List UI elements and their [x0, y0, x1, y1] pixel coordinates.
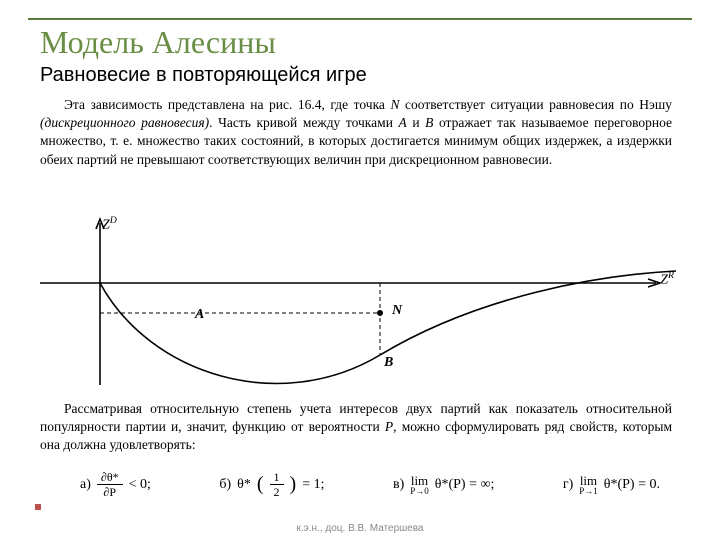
- axis-x-base: Z: [660, 273, 668, 288]
- formula-b: б) θ* ( 1 2 ) = 1;: [219, 470, 324, 499]
- fd-label: г): [563, 477, 573, 493]
- p1-c: . Часть кривой между точками: [209, 115, 398, 130]
- fc-expr: θ*(P) = ∞;: [435, 477, 495, 493]
- formula-a: а) ∂θ* ∂P < 0;: [80, 470, 151, 499]
- footer-bullet: [35, 504, 41, 510]
- fa-label: а): [80, 477, 91, 493]
- fb-expr: θ*: [237, 477, 251, 493]
- page-subtitle: Равновесие в повторяющейся игре: [40, 64, 367, 87]
- fb-frac: 1 2: [270, 470, 284, 499]
- p1-Al: A: [399, 115, 407, 130]
- point-label-b: B: [384, 355, 393, 371]
- p1-and: и: [407, 115, 425, 130]
- p2-P: P: [385, 419, 393, 434]
- fb-eq: = 1;: [302, 477, 324, 493]
- page-title: Модель Алесины: [40, 24, 276, 61]
- chart-svg: [40, 215, 680, 385]
- p1-disc: (дискреционного равновесия): [40, 115, 209, 130]
- p1-a: Эта зависимость представлена на рис. 16.…: [64, 97, 390, 112]
- footer-author: к.э.н., доц. В.В. Матершева: [0, 523, 720, 534]
- fb-label: б): [219, 477, 231, 493]
- paragraph-2: Рассматривая относительную степень учета…: [40, 400, 672, 455]
- axis-y-base: Z: [102, 218, 110, 233]
- fc-label: в): [393, 477, 404, 493]
- fc-lim: lim: [411, 474, 428, 487]
- fc-sub: P→0: [410, 487, 429, 496]
- fd-sub: P→1: [579, 487, 598, 496]
- fa-num: ∂θ*: [97, 470, 123, 485]
- paragraph-1: Эта зависимость представлена на рис. 16.…: [40, 96, 672, 169]
- fa-rel: < 0;: [129, 477, 151, 493]
- axis-x-sup: R: [668, 270, 674, 281]
- p1-b: соответствует ситуации равновесия по Нэш…: [399, 97, 672, 112]
- point-label-a: A: [195, 307, 204, 323]
- fb-den: 2: [270, 485, 284, 499]
- chart-figure: ZD ZR A N B: [40, 215, 680, 385]
- axis-x-label: ZR: [660, 270, 674, 289]
- axis-y-sup: D: [110, 215, 117, 226]
- top-rule: [28, 18, 692, 20]
- formula-row: а) ∂θ* ∂P < 0; б) θ* ( 1 2 ) = 1; в) lim…: [80, 470, 660, 499]
- fb-num: 1: [270, 470, 284, 485]
- fa-den: ∂P: [99, 485, 120, 499]
- fd-expr: θ*(P) = 0.: [604, 477, 660, 493]
- point-label-n: N: [392, 303, 402, 319]
- formula-d: г) lim P→1 θ*(P) = 0.: [563, 474, 660, 496]
- fa-frac: ∂θ* ∂P: [97, 470, 123, 499]
- formula-c: в) lim P→0 θ*(P) = ∞;: [393, 474, 494, 496]
- fd-lim: lim: [580, 474, 597, 487]
- axis-y-label: ZD: [102, 215, 117, 234]
